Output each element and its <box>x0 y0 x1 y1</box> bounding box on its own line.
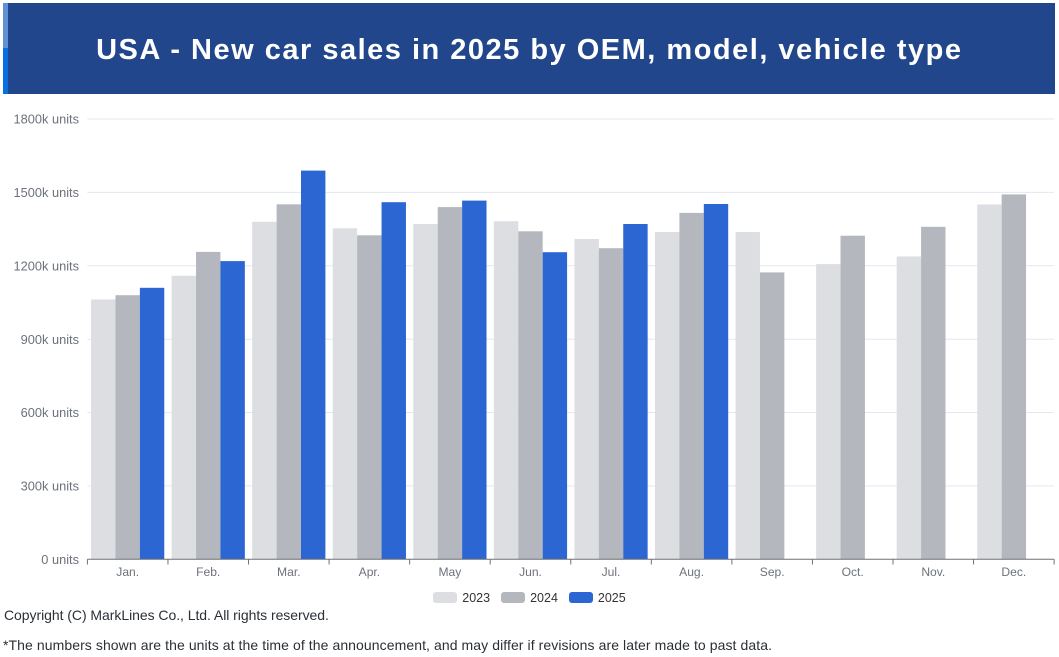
svg-text:May: May <box>438 565 462 579</box>
svg-text:Nov.: Nov. <box>921 565 945 579</box>
svg-text:300k units: 300k units <box>21 479 79 494</box>
svg-text:Apr.: Apr. <box>359 565 381 579</box>
svg-text:Aug.: Aug. <box>679 565 704 579</box>
svg-text:0 units: 0 units <box>41 552 79 567</box>
svg-text:Jun.: Jun. <box>519 565 542 579</box>
svg-text:1500k units: 1500k units <box>14 185 79 200</box>
svg-text:Sep.: Sep. <box>760 565 785 579</box>
svg-text:1200k units: 1200k units <box>14 259 79 274</box>
svg-text:1800k units: 1800k units <box>14 112 79 127</box>
svg-text:900k units: 900k units <box>21 332 79 347</box>
svg-text:600k units: 600k units <box>21 405 79 420</box>
svg-text:Jan.: Jan. <box>116 565 139 579</box>
svg-text:Jul.: Jul. <box>602 565 621 579</box>
svg-text:Dec.: Dec. <box>1001 565 1026 579</box>
svg-text:Oct.: Oct. <box>842 565 864 579</box>
svg-text:Feb.: Feb. <box>196 565 220 579</box>
svg-text:Mar.: Mar. <box>277 565 301 579</box>
